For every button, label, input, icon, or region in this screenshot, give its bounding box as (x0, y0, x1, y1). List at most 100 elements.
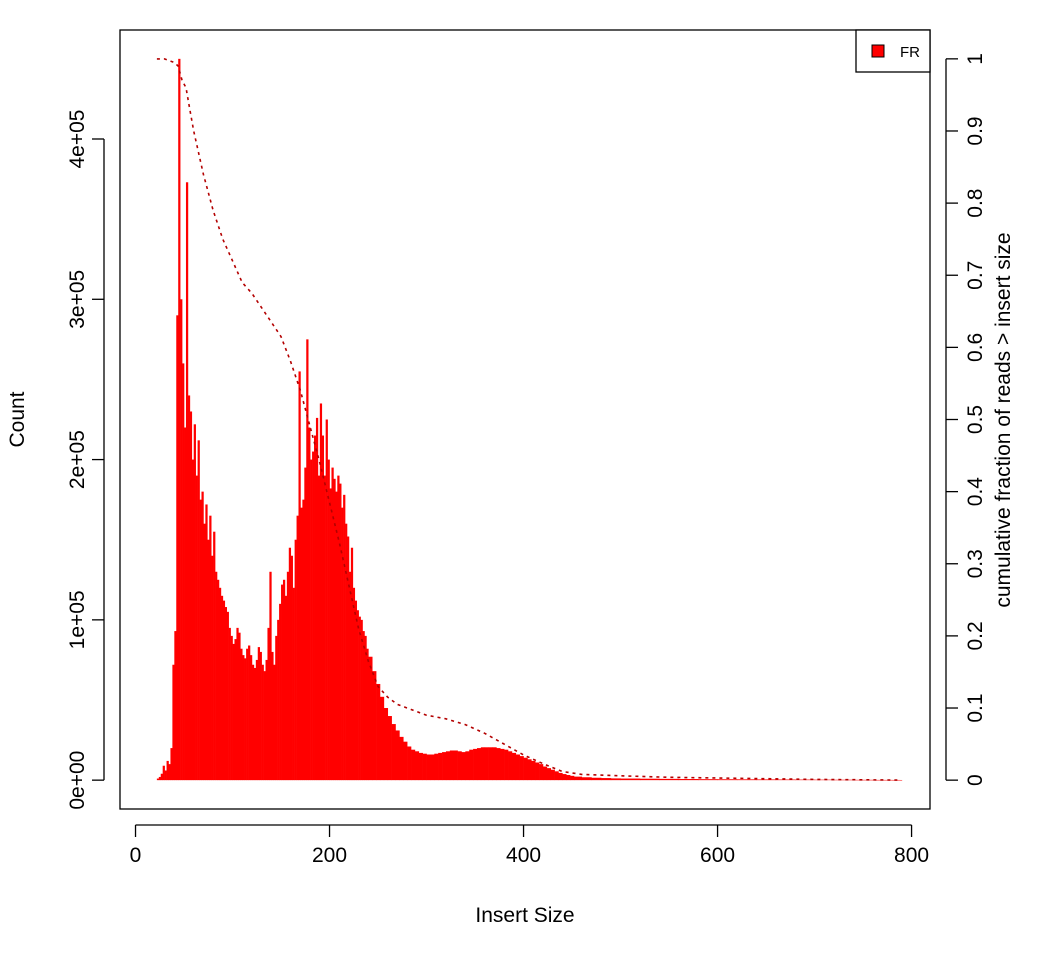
histogram-bar (833, 779, 854, 781)
histogram-bar (519, 756, 524, 781)
histogram-bar (350, 547, 354, 781)
histogram-bar (308, 427, 311, 781)
histogram-bar (180, 299, 183, 781)
cumulative-line-layer (156, 58, 900, 781)
histogram-bar (418, 752, 423, 781)
histogram-bar (403, 741, 408, 781)
histogram-bar (277, 619, 280, 781)
histogram-bar (292, 587, 295, 781)
histogram-bar (511, 752, 517, 781)
histogram-bar (166, 760, 169, 781)
y2-tick-label: 0.1 (964, 693, 987, 722)
y2-tick-label: 0.4 (964, 477, 987, 507)
histogram-bar (345, 523, 348, 781)
histogram-bar (395, 730, 400, 781)
histogram-bar (213, 531, 216, 781)
legend-swatch-fr (871, 44, 885, 58)
histogram-bar (164, 770, 167, 781)
histogram-bar (387, 716, 392, 781)
histogram-bar (306, 339, 309, 781)
histogram-bar (203, 523, 206, 781)
histogram-bar (473, 748, 478, 781)
x-tick-label: 0 (130, 844, 142, 867)
histogram-bar (554, 771, 559, 781)
x-axis-label: Insert Size (475, 904, 574, 927)
histogram-bar (639, 778, 660, 781)
histogram-bar (362, 631, 365, 781)
histogram-bar (426, 754, 431, 781)
histogram-bar (230, 635, 233, 781)
histogram-bar (476, 748, 482, 781)
histogram-bar (449, 750, 455, 781)
histogram-bar (218, 587, 222, 781)
histogram-bar (275, 635, 278, 781)
histogram-bar (515, 754, 520, 781)
histogram-bar (271, 651, 274, 781)
histogram-bar (267, 627, 270, 781)
histogram-bar (610, 778, 621, 781)
histogram-bar (273, 664, 276, 781)
histogram-bar (238, 632, 241, 781)
histogram-bar (422, 753, 427, 781)
histogram-bar (391, 724, 396, 781)
histogram-bar (339, 483, 342, 781)
histogram-bar (348, 571, 352, 781)
histogram-bar (224, 607, 228, 781)
histogram-bar (296, 515, 299, 781)
histogram-bar (736, 779, 757, 781)
histogram-bar (310, 459, 313, 781)
histogram-bar (414, 751, 420, 781)
histogram-bar (504, 749, 509, 781)
histogram-bar (244, 658, 247, 781)
histogram-bar (366, 648, 369, 781)
histogram-bar (215, 571, 218, 781)
histogram-bar (480, 747, 486, 781)
histogram-bar (298, 371, 301, 781)
histogram-bar (211, 555, 214, 781)
y-tick-label: 3e+05 (66, 270, 89, 329)
y-tick-label: 4e+05 (66, 110, 89, 169)
histogram-bar (341, 507, 344, 781)
histogram-bar (438, 752, 443, 781)
histogram-bar (562, 774, 567, 781)
histogram-bar (304, 467, 307, 781)
x-tick-label: 400 (506, 844, 541, 867)
histogram-bar (314, 435, 317, 781)
histogram-bar (327, 459, 330, 781)
histogram-bar (368, 656, 373, 781)
y2-tick-label: 0.3 (964, 549, 987, 578)
histogram-bar (539, 764, 544, 781)
histogram-bar (234, 639, 237, 781)
histogram-bar (321, 435, 325, 781)
histogram-bar (217, 579, 220, 781)
histogram-bar (300, 507, 303, 781)
histogram-bar (430, 754, 435, 781)
histogram-bar (500, 748, 505, 781)
histogram-bar (620, 778, 641, 781)
histogram-bar (453, 750, 458, 781)
y2-tick-label: 0.8 (964, 189, 987, 218)
histogram-bar (312, 451, 315, 781)
histogram-bar (228, 627, 231, 781)
histogram-bar (317, 475, 321, 781)
histogram-bar (523, 757, 528, 781)
histogram-bar (698, 779, 718, 781)
histogram-bar (265, 659, 268, 781)
cumulative-fraction-line (156, 58, 900, 781)
histogram-bar (379, 696, 385, 781)
histogram-bar (329, 488, 332, 781)
histogram-bar (542, 766, 548, 781)
histogram-bar (240, 648, 243, 781)
y2-tick-label: 0.5 (964, 405, 987, 434)
histogram-bar (442, 752, 447, 781)
y2-tick-label: 0.2 (964, 621, 987, 650)
histogram-bar (185, 182, 189, 781)
histogram-bar (255, 659, 259, 781)
histogram-bar (288, 547, 292, 781)
plot-frame (119, 29, 931, 810)
histogram-bar (187, 395, 191, 781)
histogram-bar (284, 595, 288, 781)
histogram-bar (383, 708, 389, 781)
histogram-bar (315, 417, 319, 781)
